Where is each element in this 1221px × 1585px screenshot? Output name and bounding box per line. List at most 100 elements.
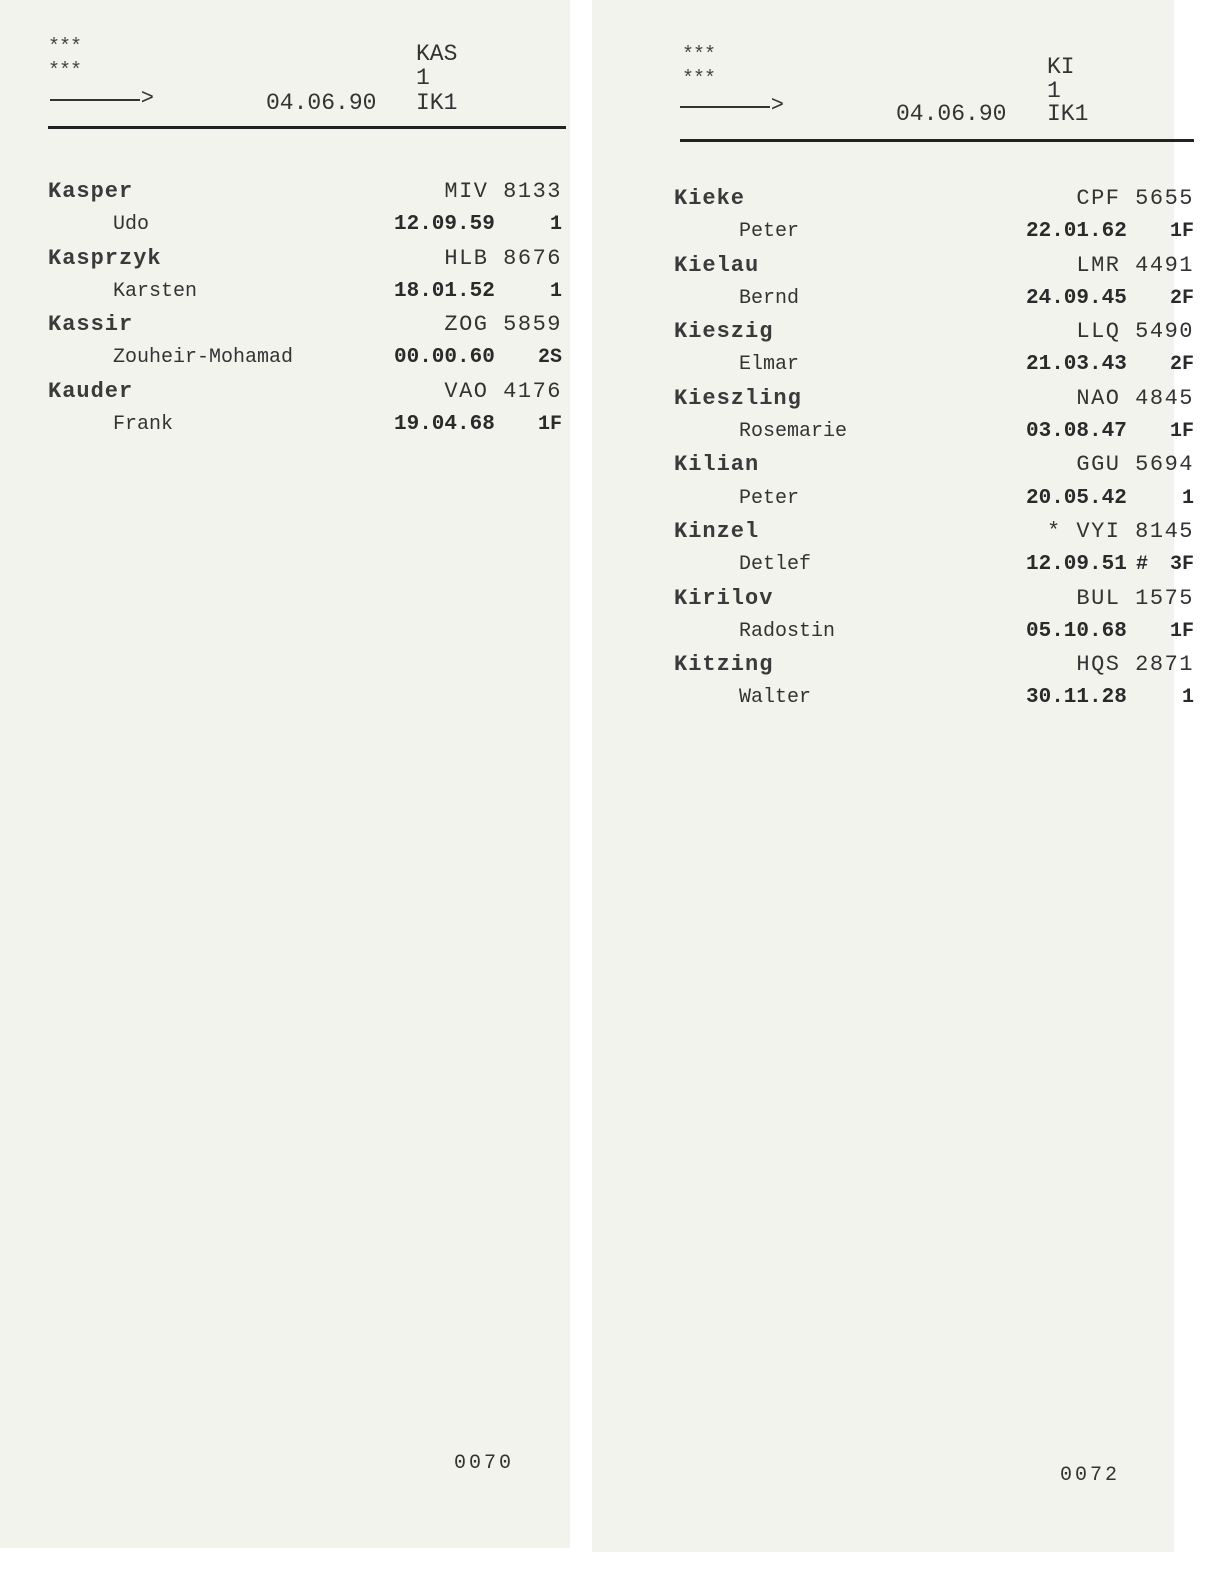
sheet-page: 1 xyxy=(1047,78,1061,104)
birth-date: 20.05.42 xyxy=(1026,486,1127,510)
entry-row: Kielau LMR 4491 xyxy=(674,249,1194,282)
birth-date: 18.01.52 xyxy=(394,279,495,303)
surname: Kauder xyxy=(48,378,134,404)
entry-row: Kassir ZOG 5859 xyxy=(48,308,562,341)
first-name: Radostin xyxy=(739,619,836,643)
entry-detail-row: Elmar 21.03.43 2F xyxy=(674,348,1194,381)
surname: Kilian xyxy=(674,452,760,478)
entry-detail-row: Detlef 12.09.51 #3F xyxy=(674,548,1194,581)
surname: Kielau xyxy=(674,252,760,278)
arrow-icon xyxy=(50,86,154,111)
first-name: Walter xyxy=(739,686,812,710)
surname: Kinzel xyxy=(674,518,760,544)
sheet-number: 0072 xyxy=(1060,1464,1121,1487)
category: 1F xyxy=(537,413,562,437)
sheet-date: 04.06.90 xyxy=(896,101,1007,127)
first-name: Karsten xyxy=(113,279,198,303)
entry-detail-row: Bernd 24.09.45 2F xyxy=(674,282,1194,315)
header-rule xyxy=(48,126,566,129)
id-code: NAO 4845 xyxy=(1076,385,1194,411)
header-rule xyxy=(680,139,1194,142)
stars-line: *** xyxy=(48,36,82,59)
birth-date: 05.10.68 xyxy=(1026,619,1127,643)
sheet-code: KAS xyxy=(416,41,458,67)
category: 1 xyxy=(1181,486,1194,510)
entry-row: Kieszig LLQ 5490 xyxy=(674,315,1194,348)
birth-date: 21.03.43 xyxy=(1026,353,1127,377)
entry-detail-row: Peter 20.05.42 1 xyxy=(674,482,1194,515)
first-name: Rosemarie xyxy=(739,420,848,444)
first-name: Bernd xyxy=(739,286,800,310)
marker: # xyxy=(1136,553,1149,577)
id-code: ZOG 5859 xyxy=(444,312,562,338)
stars-marker: *** *** xyxy=(682,44,716,92)
stars-marker: *** *** xyxy=(48,36,82,84)
first-name: Peter xyxy=(739,486,800,510)
entry-row: Kieke CPF 5655 xyxy=(674,182,1194,215)
entry-detail-row: Udo 12.09.59 1 xyxy=(48,208,562,241)
birth-date: 30.11.28 xyxy=(1026,686,1127,710)
sheet-code: KI xyxy=(1047,54,1075,80)
printout-sheet-ki: *** *** KI 1 04.06.90 IK1 Kieke CPF 5655 P… xyxy=(592,0,1194,1552)
printout-sheet-kas: *** *** KAS 1 04.06.90 IK1 Kasper MIV 813… xyxy=(0,0,570,1548)
surname: Kassir xyxy=(48,312,134,338)
id-code: CPF 5655 xyxy=(1076,186,1194,211)
birth-date: 24.09.45 xyxy=(1026,286,1127,310)
category: 2S xyxy=(537,346,562,370)
sheet-page: 1 xyxy=(416,65,430,91)
entry-detail-row: Rosemarie 03.08.47 1F xyxy=(674,415,1194,448)
category: 3F xyxy=(1169,553,1194,577)
category: 1 xyxy=(549,213,562,237)
birth-date: 12.09.51 xyxy=(1026,553,1127,577)
surname: Kieszling xyxy=(674,385,802,411)
stars-line: *** xyxy=(682,68,716,91)
category: 2F xyxy=(1169,353,1194,377)
entry-row: Kilian GGU 5694 xyxy=(674,448,1194,481)
first-name: Udo xyxy=(113,213,150,237)
entry-row: Kinzel * VYI 8145 xyxy=(674,515,1194,548)
id-code: GGU 5694 xyxy=(1076,452,1194,478)
entry-detail-row: Frank 19.04.68 1F xyxy=(48,408,562,441)
entry-detail-row: Peter 22.01.62 1F xyxy=(674,215,1194,248)
surname: Kieke xyxy=(674,186,746,211)
first-name: Frank xyxy=(113,413,174,437)
sheet-unit: IK1 xyxy=(1047,101,1089,127)
first-name: Zouheir-Mohamad xyxy=(113,346,294,370)
birth-date: 03.08.47 xyxy=(1026,420,1127,444)
category: 1 xyxy=(1181,686,1194,710)
first-name: Detlef xyxy=(739,553,812,577)
entry-detail-row: Walter 30.11.28 1 xyxy=(674,681,1194,714)
entry-detail-row: Zouheir-Mohamad 00.00.60 2S xyxy=(48,341,562,374)
entry-row: Kasprzyk HLB 8676 xyxy=(48,242,562,275)
surname: Kirilov xyxy=(674,585,774,611)
arrow-icon xyxy=(680,93,784,118)
first-name: Elmar xyxy=(739,353,800,377)
id-code: MIV 8133 xyxy=(444,179,562,204)
entry-row: Kirilov BUL 1575 xyxy=(674,582,1194,615)
birth-date: 00.00.60 xyxy=(394,346,495,370)
entry-row: Kitzing HQS 2871 xyxy=(674,648,1194,681)
entry-detail-row: Radostin 05.10.68 1F xyxy=(674,615,1194,648)
entry-row: Kauder VAO 4176 xyxy=(48,375,562,408)
stars-line: *** xyxy=(682,44,716,67)
sheet-unit: IK1 xyxy=(416,90,458,116)
surname: Kieszig xyxy=(674,319,774,345)
entry-row: Kieszling NAO 4845 xyxy=(674,382,1194,415)
category: 1F xyxy=(1169,420,1194,444)
entry-list: Kieke CPF 5655 Peter 22.01.62 1F Kielau LMR 44… xyxy=(674,182,1194,715)
first-name: Peter xyxy=(739,220,800,244)
surname: Kasprzyk xyxy=(48,245,162,271)
id-code: * VYI 8145 xyxy=(1046,518,1194,544)
birth-date: 22.01.62 xyxy=(1026,220,1127,244)
category: 2F xyxy=(1169,286,1194,310)
category: 1 xyxy=(549,279,562,303)
category: 1F xyxy=(1169,619,1194,643)
entry-row: Kasper MIV 8133 xyxy=(48,175,562,208)
id-code: BUL 1575 xyxy=(1076,585,1194,611)
category: 1F xyxy=(1169,220,1194,244)
surname: Kasper xyxy=(48,179,134,204)
id-code: HLB 8676 xyxy=(444,245,562,271)
birth-date: 19.04.68 xyxy=(394,413,495,437)
entry-list: Kasper MIV 8133 Udo 12.09.59 1 Kasprzyk HLB 86… xyxy=(48,175,562,441)
id-code: LLQ 5490 xyxy=(1076,319,1194,345)
